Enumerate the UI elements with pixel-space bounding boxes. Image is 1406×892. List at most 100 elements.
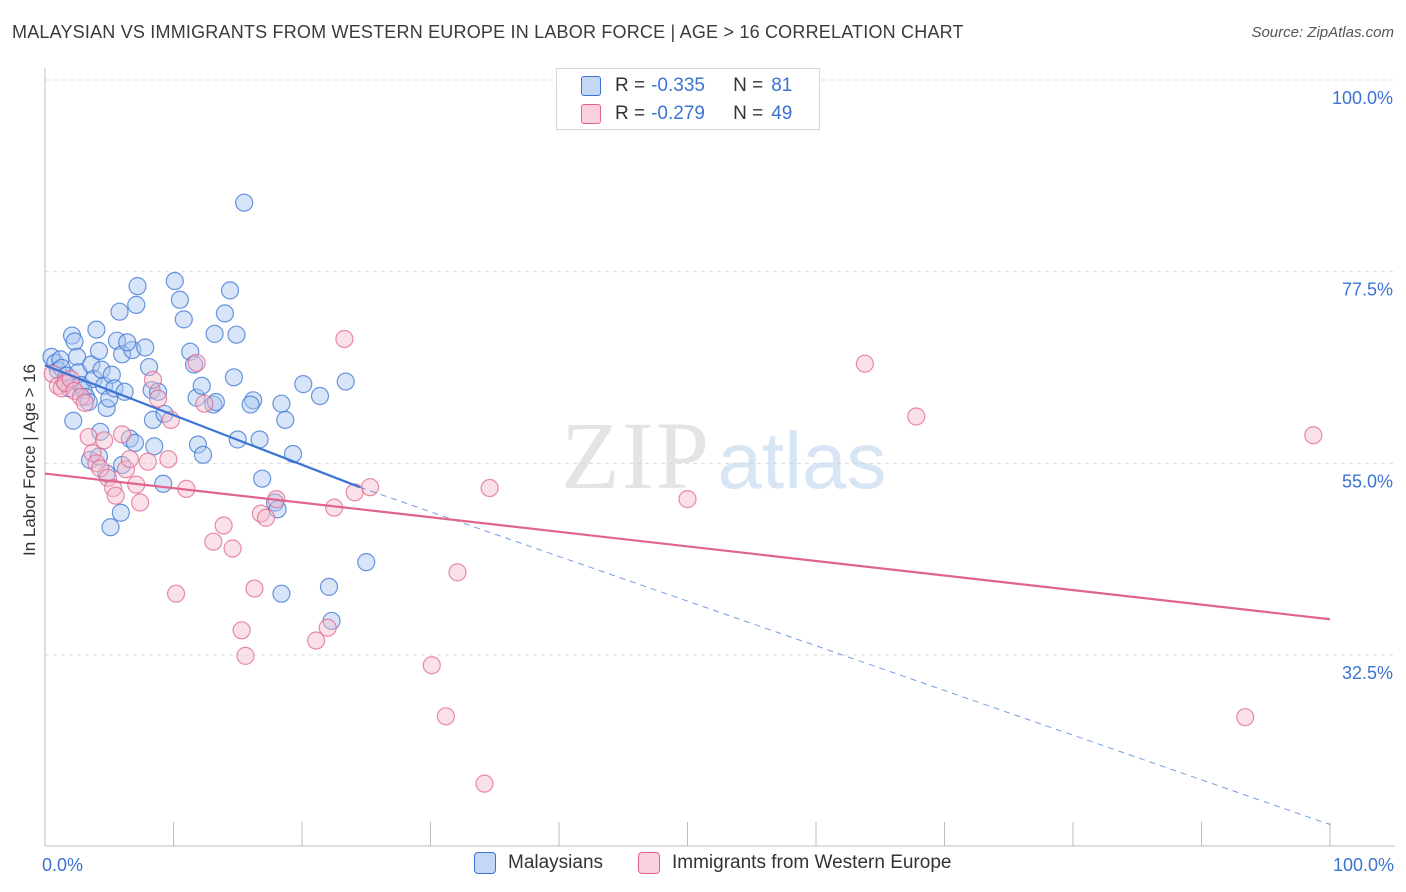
point-malaysians [215, 304, 234, 323]
point-malaysians [125, 433, 145, 452]
point-malaysians [165, 271, 184, 291]
point-western-europe [106, 486, 125, 505]
point-western-europe [436, 707, 456, 726]
point-malaysians [193, 445, 213, 464]
point-western-europe [75, 393, 94, 412]
point-western-europe [475, 774, 494, 793]
point-malaysians [154, 474, 173, 493]
point-malaysians [148, 382, 168, 401]
point-malaysians [192, 376, 211, 395]
point-western-europe [112, 425, 132, 444]
point-western-europe [1304, 426, 1323, 445]
n-value-malaysians: 81 [771, 75, 793, 96]
legend-row-malaysians: R = -0.335 N = 81 [581, 73, 792, 99]
point-malaysians [205, 324, 224, 343]
point-malaysians [241, 395, 260, 414]
n-label: N = [733, 75, 764, 96]
point-malaysians [188, 435, 208, 454]
point-malaysians [145, 437, 164, 456]
point-malaysians [174, 310, 193, 329]
point-malaysians [65, 332, 84, 351]
point-western-europe [143, 370, 163, 389]
point-malaysians [170, 290, 190, 309]
point-western-europe [91, 459, 110, 478]
y-tick-label: 55.0% [1342, 471, 1393, 491]
point-malaysians [111, 503, 130, 522]
y-tick-label: 100.0% [1332, 88, 1393, 108]
point-western-europe [83, 444, 102, 463]
point-western-europe [79, 427, 98, 447]
point-western-europe [422, 656, 441, 675]
point-western-europe [855, 354, 874, 373]
point-malaysians [143, 410, 163, 429]
point-western-europe [204, 532, 223, 551]
y-axis-label: In Labor Force | Age > 16 [20, 363, 39, 557]
point-western-europe [245, 579, 264, 598]
point-western-europe [166, 584, 186, 603]
legend-swatch-western-europe [638, 852, 660, 874]
point-western-europe [236, 646, 255, 665]
r-value-malaysians: -0.335 [651, 75, 705, 96]
point-malaysians [276, 410, 295, 429]
x-tick-label: 0.0% [42, 855, 83, 875]
legend-item-malaysians[interactable]: Malaysians [474, 852, 603, 874]
y-tick-label: 32.5% [1342, 663, 1393, 683]
point-malaysians [112, 345, 132, 364]
point-western-europe [148, 389, 168, 408]
point-western-europe [448, 563, 467, 582]
point-malaysians [272, 394, 291, 413]
point-malaysians [136, 338, 155, 357]
tick-labels: 100.0% 77.5% 55.0% 32.5% 0.0% 100.0% [42, 88, 1394, 875]
point-malaysians [64, 411, 83, 430]
point-malaysians [89, 341, 109, 360]
point-western-europe [138, 452, 157, 471]
point-malaysians [294, 375, 313, 394]
r-label: R = [615, 75, 646, 96]
series-legend: Malaysians Immigrants from Western Europ… [0, 850, 1406, 880]
point-western-europe [318, 618, 337, 637]
point-western-europe [256, 508, 276, 527]
correlation-legend: R = -0.335 N = 81 R = -0.279 N = 49 [556, 68, 820, 130]
point-western-europe [307, 631, 326, 650]
watermark-atlas: atlas [718, 416, 887, 505]
gridlines [45, 79, 1395, 656]
point-western-europe [214, 516, 233, 535]
point-malaysians [82, 355, 101, 374]
point-malaysians [77, 387, 96, 406]
point-malaysians [206, 392, 226, 412]
point-malaysians [310, 386, 330, 406]
legend-item-western-europe[interactable]: Immigrants from Western Europe [638, 852, 951, 874]
point-malaysians [253, 469, 272, 488]
trend-line-malaysians-extension [359, 486, 1331, 825]
point-western-europe [361, 478, 380, 497]
n-value-western-europe: 49 [771, 103, 793, 124]
legend-swatch-western-europe [581, 104, 601, 124]
point-western-europe [678, 490, 697, 509]
watermark: ZIP atlas [561, 402, 886, 509]
point-malaysians [336, 372, 355, 391]
point-western-europe [95, 431, 114, 450]
point-western-europe [159, 449, 178, 469]
x-tick-label: 100.0% [1333, 855, 1394, 875]
point-malaysians [272, 584, 291, 603]
point-malaysians [101, 518, 120, 537]
point-western-europe [195, 394, 214, 413]
point-malaysians [357, 553, 376, 572]
point-malaysians [110, 302, 129, 321]
chart-source: Source: ZipAtlas.com [1251, 24, 1394, 41]
trend-line-western-europe [44, 472, 1331, 621]
point-western-europe [120, 449, 139, 469]
point-malaysians [220, 281, 240, 300]
point-western-europe [223, 539, 242, 558]
point-western-europe [130, 493, 150, 512]
chart-title: MALAYSIAN VS IMMIGRANTS FROM WESTERN EUR… [12, 22, 964, 42]
point-malaysians [235, 193, 254, 212]
point-western-europe [907, 407, 926, 426]
point-malaysians [91, 422, 110, 441]
point-western-europe [335, 329, 354, 349]
point-western-europe [1236, 708, 1255, 727]
y-tick-label: 77.5% [1342, 280, 1393, 300]
data-points [42, 193, 1323, 793]
point-malaysians [118, 333, 137, 352]
